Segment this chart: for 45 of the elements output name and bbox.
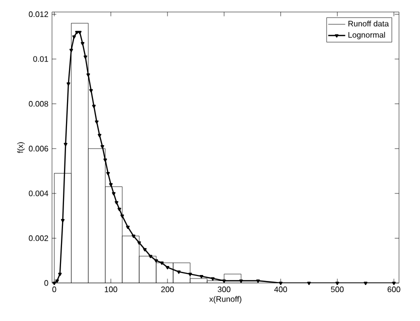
point <box>118 208 122 212</box>
point <box>78 30 82 34</box>
point <box>392 282 396 285</box>
point <box>112 192 116 196</box>
point <box>154 259 158 263</box>
point <box>222 279 226 283</box>
point <box>176 270 181 274</box>
point <box>210 277 215 281</box>
point <box>94 120 99 124</box>
point <box>200 274 204 278</box>
point <box>98 134 102 138</box>
point <box>92 104 96 108</box>
point <box>60 218 65 222</box>
point <box>256 279 260 283</box>
point <box>106 172 110 176</box>
point <box>103 158 108 162</box>
point <box>109 183 113 186</box>
point <box>307 282 311 285</box>
point <box>114 201 118 204</box>
point <box>55 279 59 283</box>
point <box>86 73 90 77</box>
point <box>278 282 282 285</box>
point <box>66 82 70 86</box>
point <box>64 142 68 146</box>
point <box>364 282 368 285</box>
point <box>143 248 147 252</box>
point <box>160 262 164 265</box>
point <box>58 272 62 276</box>
point <box>120 214 124 218</box>
point <box>166 266 170 270</box>
point <box>84 55 88 59</box>
point <box>188 272 192 276</box>
point <box>239 279 243 283</box>
point <box>89 89 93 92</box>
point <box>69 48 74 52</box>
point <box>72 35 76 39</box>
point <box>132 234 136 238</box>
point <box>126 226 130 229</box>
point <box>137 241 141 245</box>
point <box>335 282 340 285</box>
point <box>100 145 104 148</box>
point <box>52 282 56 285</box>
point <box>80 42 84 46</box>
point <box>148 254 152 258</box>
point <box>75 30 79 34</box>
